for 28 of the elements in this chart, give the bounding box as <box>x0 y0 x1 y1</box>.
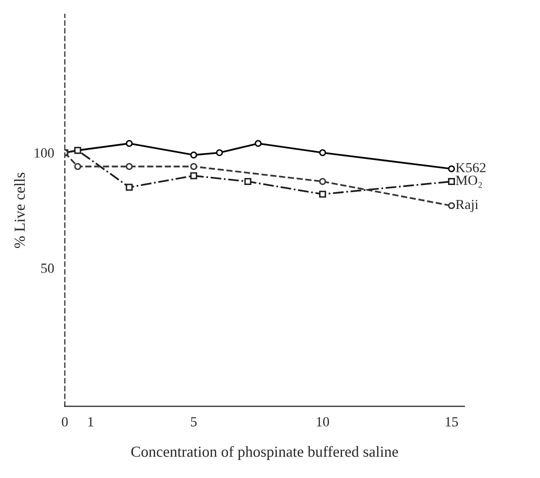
point <box>190 152 198 158</box>
series-label: Raji <box>456 200 478 212</box>
x-axis-title: Concentration of phospinate buffered saline <box>131 446 398 460</box>
series-label: K562 <box>456 162 486 172</box>
point <box>74 163 82 170</box>
y-tick-label: 100 <box>34 148 54 158</box>
point <box>126 140 133 147</box>
point <box>244 178 252 185</box>
point <box>448 178 455 185</box>
point <box>190 163 198 170</box>
point <box>254 140 262 147</box>
point <box>126 184 133 191</box>
point <box>448 202 455 210</box>
x-tick-label: 15 <box>446 417 458 426</box>
point <box>319 190 326 198</box>
x-tick-label: 5 <box>191 417 197 426</box>
y-tick-label: 50 <box>41 264 54 273</box>
point <box>448 165 455 172</box>
x-tick-label: 10 <box>316 417 330 426</box>
point <box>126 163 133 170</box>
y-axis-title: % Live cells <box>14 172 25 248</box>
point <box>319 178 326 185</box>
series-label: MO₂ <box>456 176 482 188</box>
point <box>216 149 223 156</box>
x-tick-label: 0 <box>62 417 68 426</box>
point <box>190 172 198 180</box>
point <box>319 149 326 156</box>
x-tick-label: 1 <box>88 417 94 426</box>
